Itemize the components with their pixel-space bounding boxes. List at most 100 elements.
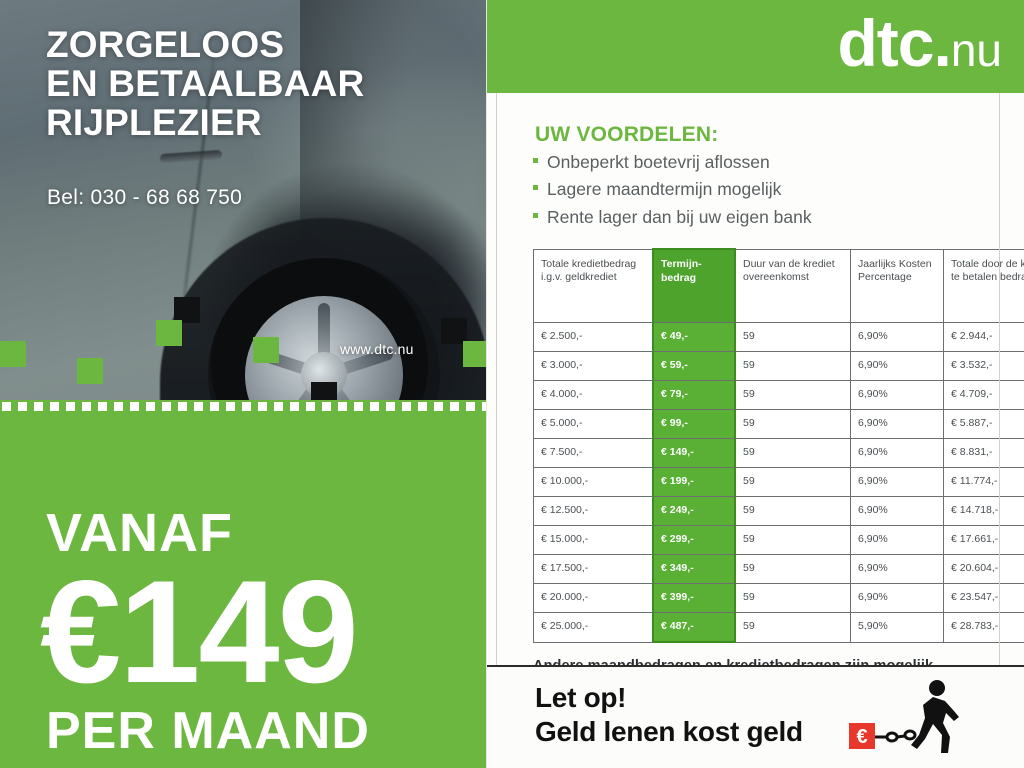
- chain-icon: [875, 729, 917, 743]
- dash-square: [306, 402, 315, 411]
- column-divider: [486, 0, 487, 768]
- table-cell: € 11.774,-: [943, 467, 1024, 497]
- table-cell: € 49,-: [652, 322, 736, 352]
- table-cell: € 20.000,-: [533, 583, 654, 613]
- dash-square: [450, 402, 459, 411]
- table-cell: 6,90%: [850, 438, 944, 468]
- dash-square: [466, 402, 475, 411]
- table-row: € 25.000,- € 487,- 59 5,90% € 28.783,-: [533, 612, 1024, 643]
- table-cell: € 17.661,-: [943, 525, 1024, 555]
- table-cell: 59: [734, 554, 851, 584]
- table-row: € 7.500,- € 149,- 59 6,90% € 8.831,-: [533, 438, 1024, 468]
- table-cell: 59: [734, 322, 851, 352]
- dash-square: [418, 402, 427, 411]
- table-row: € 17.500,- € 349,- 59 6,90% € 20.604,-: [533, 554, 1024, 584]
- car-photo-panel: ZORGELOOS EN BETAALBAAR RIJPLEZIER Bel: …: [0, 0, 487, 400]
- ball-and-chain-icon: €: [847, 677, 967, 759]
- logo-suffix: nu: [950, 24, 1002, 76]
- table-cell: 59: [734, 525, 851, 555]
- table-cell: € 59,-: [652, 351, 736, 381]
- decor-square-green: [0, 341, 26, 367]
- table-cell: € 14.718,-: [943, 496, 1024, 526]
- table-cell: € 79,-: [652, 380, 736, 410]
- info-sheet: UW VOORDELEN: Onbeperkt boetevrij afloss…: [487, 93, 1024, 768]
- rates-table: Totale kredietbedrag i.g.v. geldkrediet …: [533, 248, 1024, 643]
- left-column: ZORGELOOS EN BETAALBAAR RIJPLEZIER Bel: …: [0, 0, 487, 768]
- money-block-icon: [849, 723, 875, 749]
- table-row: € 3.000,- € 59,- 59 6,90% € 3.532,-: [533, 351, 1024, 381]
- dash-square: [114, 402, 123, 411]
- table-cell: € 8.831,-: [943, 438, 1024, 468]
- table-row: € 15.000,- € 299,- 59 6,90% € 17.661,-: [533, 525, 1024, 555]
- table-cell: 6,90%: [850, 554, 944, 584]
- right-column: dtc.nu UW VOORDELEN: Onbeperkt boetevrij…: [487, 0, 1024, 768]
- warning-line-1: Let op!: [535, 682, 627, 713]
- table-cell: € 17.500,-: [533, 554, 654, 584]
- table-row: € 10.000,- € 199,- 59 6,90% € 11.774,-: [533, 467, 1024, 497]
- decor-square-green: [253, 337, 279, 363]
- dash-square: [386, 402, 395, 411]
- brand-bar: dtc.nu: [487, 0, 1024, 93]
- rates-table-body: € 2.500,- € 49,- 59 6,90% € 2.944,- € 3.000,-…: [533, 322, 1024, 643]
- sheet-edge-right: [999, 93, 1000, 665]
- table-cell: 59: [734, 612, 851, 643]
- table-cell: € 99,-: [652, 409, 736, 439]
- dash-square: [82, 402, 91, 411]
- walking-person-icon: [911, 680, 959, 753]
- column-header-monthly-amount: Termijn-bedrag: [652, 248, 736, 323]
- table-cell: € 2.944,-: [943, 322, 1024, 352]
- dashed-divider: [0, 400, 487, 413]
- offer-prefix: VANAF: [46, 503, 233, 563]
- dash-square: [18, 402, 27, 411]
- table-cell: € 487,-: [652, 612, 736, 643]
- dash-square: [146, 402, 155, 411]
- table-row: € 2.500,- € 49,- 59 6,90% € 2.944,-: [533, 322, 1024, 352]
- table-cell: 59: [734, 409, 851, 439]
- dash-square: [354, 402, 363, 411]
- dash-square: [98, 402, 107, 411]
- logo-main: dtc: [837, 6, 934, 80]
- table-cell: 59: [734, 467, 851, 497]
- dash-square: [162, 402, 171, 411]
- table-cell: 6,90%: [850, 409, 944, 439]
- dash-square: [402, 402, 411, 411]
- table-cell: € 7.500,-: [533, 438, 654, 468]
- legal-warning-box: Let op! Geld lenen kost geld €: [487, 665, 1024, 768]
- table-cell: € 349,-: [652, 554, 736, 584]
- column-header-apr: Jaarlijks Kosten Percentage: [850, 248, 944, 323]
- headline-line-1: ZORGELOOS: [46, 24, 285, 65]
- column-header-total-credit: Totale kredietbedrag i.g.v. geldkrediet: [533, 248, 654, 323]
- table-cell: € 4.709,-: [943, 380, 1024, 410]
- table-cell: € 3.532,-: [943, 351, 1024, 381]
- ball-and-chain-svg: €: [849, 680, 959, 753]
- table-cell: € 10.000,-: [533, 467, 654, 497]
- decor-square-dark: [441, 318, 467, 344]
- dash-square: [194, 402, 203, 411]
- dash-square: [178, 402, 187, 411]
- dash-square: [226, 402, 235, 411]
- dash-square: [50, 402, 59, 411]
- sheet-edge-left: [496, 93, 497, 665]
- table-cell: € 249,-: [652, 496, 736, 526]
- phone-number: Bel: 030 - 68 68 750: [47, 186, 243, 209]
- table-row: € 5.000,- € 99,- 59 6,90% € 5.887,-: [533, 409, 1024, 439]
- table-cell: € 5.887,-: [943, 409, 1024, 439]
- benefits-title: UW VOORDELEN:: [535, 123, 719, 146]
- table-cell: € 2.500,-: [533, 322, 654, 352]
- table-cell: € 199,-: [652, 467, 736, 497]
- benefit-item: Onbeperkt boetevrij aflossen: [533, 149, 963, 176]
- table-cell: € 399,-: [652, 583, 736, 613]
- headline-line-2: EN BETAALBAAR: [46, 62, 365, 104]
- dtc-logo[interactable]: dtc.nu: [837, 10, 1002, 76]
- table-cell: 6,90%: [850, 467, 944, 497]
- car-door-handle: [159, 149, 223, 164]
- benefit-item: Lagere maandtermijn mogelijk: [533, 176, 963, 203]
- table-cell: € 23.547,-: [943, 583, 1024, 613]
- dash-square: [258, 402, 267, 411]
- table-row: € 20.000,- € 399,- 59 6,90% € 23.547,-: [533, 583, 1024, 613]
- table-cell: € 28.783,-: [943, 612, 1024, 643]
- table-cell: 59: [734, 438, 851, 468]
- dash-square: [482, 402, 487, 411]
- table-row: € 12.500,- € 249,- 59 6,90% € 14.718,-: [533, 496, 1024, 526]
